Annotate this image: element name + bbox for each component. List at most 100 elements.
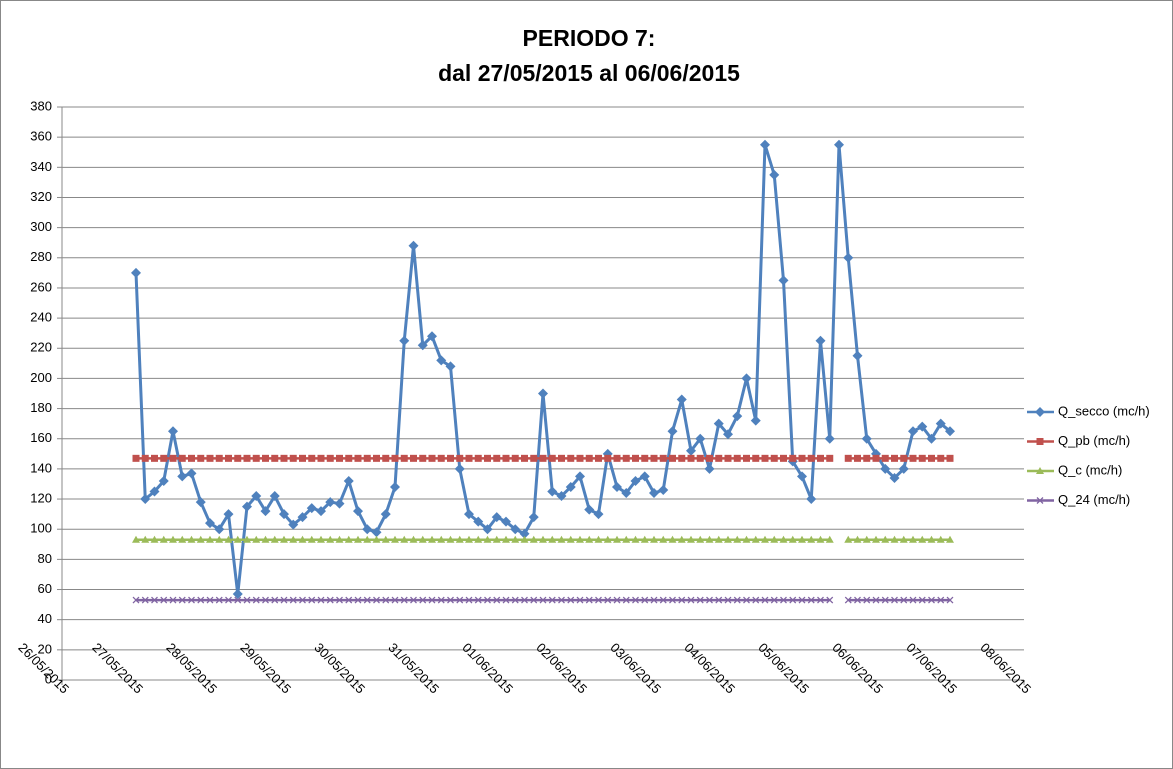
marker bbox=[584, 504, 595, 515]
marker bbox=[308, 596, 316, 604]
marker bbox=[946, 454, 954, 462]
marker bbox=[900, 596, 908, 604]
y-tick-label: 20 bbox=[38, 641, 52, 656]
marker bbox=[704, 463, 715, 474]
marker bbox=[307, 535, 316, 543]
marker bbox=[262, 454, 269, 462]
marker bbox=[373, 596, 380, 604]
marker bbox=[706, 454, 713, 462]
marker bbox=[741, 373, 752, 384]
marker bbox=[279, 509, 289, 520]
marker bbox=[824, 433, 835, 444]
marker bbox=[354, 535, 362, 543]
marker bbox=[428, 535, 436, 543]
marker bbox=[632, 454, 639, 462]
marker bbox=[1036, 467, 1044, 474]
marker bbox=[214, 524, 225, 535]
marker bbox=[270, 535, 279, 543]
marker bbox=[807, 535, 816, 543]
marker bbox=[733, 535, 742, 543]
marker bbox=[196, 535, 205, 543]
marker bbox=[493, 454, 501, 462]
marker bbox=[354, 596, 362, 604]
marker bbox=[760, 139, 770, 150]
marker bbox=[491, 512, 502, 523]
marker bbox=[891, 454, 898, 462]
marker bbox=[715, 596, 723, 604]
marker bbox=[465, 596, 473, 604]
marker bbox=[641, 596, 649, 604]
marker bbox=[132, 454, 140, 462]
marker bbox=[344, 535, 353, 543]
marker bbox=[289, 596, 297, 604]
marker bbox=[251, 491, 262, 502]
marker bbox=[898, 463, 909, 474]
marker bbox=[935, 418, 946, 429]
marker bbox=[556, 491, 567, 502]
marker bbox=[262, 596, 269, 604]
marker bbox=[326, 596, 334, 604]
marker bbox=[519, 528, 530, 539]
marker bbox=[140, 494, 151, 505]
marker bbox=[585, 596, 593, 604]
y-tick-label: 140 bbox=[30, 460, 52, 475]
marker bbox=[918, 535, 927, 543]
marker bbox=[243, 454, 251, 462]
marker bbox=[732, 411, 743, 422]
marker bbox=[289, 535, 298, 543]
marker bbox=[372, 535, 381, 543]
marker bbox=[686, 445, 696, 456]
y-tick-label: 240 bbox=[30, 310, 52, 325]
marker bbox=[271, 596, 279, 604]
marker bbox=[659, 535, 668, 543]
marker bbox=[937, 454, 945, 462]
y-tick-label: 300 bbox=[30, 219, 52, 234]
marker bbox=[382, 596, 390, 604]
marker bbox=[511, 454, 519, 462]
marker bbox=[501, 516, 511, 527]
marker bbox=[576, 454, 584, 462]
marker bbox=[539, 596, 547, 604]
marker bbox=[454, 463, 465, 474]
marker bbox=[576, 535, 584, 543]
marker bbox=[474, 596, 482, 604]
marker bbox=[557, 535, 566, 543]
marker bbox=[197, 596, 205, 604]
marker bbox=[390, 481, 400, 492]
y-tick-label: 40 bbox=[38, 611, 52, 626]
marker bbox=[752, 454, 760, 462]
y-tick-label: 200 bbox=[30, 370, 52, 385]
marker bbox=[548, 596, 556, 604]
marker bbox=[336, 596, 343, 604]
marker bbox=[493, 596, 501, 604]
marker bbox=[750, 415, 761, 426]
marker bbox=[215, 535, 224, 543]
marker bbox=[234, 454, 242, 462]
marker bbox=[271, 454, 279, 462]
marker bbox=[317, 596, 325, 604]
legend-label: Q_c (mc/h) bbox=[1058, 462, 1122, 477]
marker bbox=[178, 535, 187, 543]
y-tick-label: 0 bbox=[45, 671, 52, 686]
marker bbox=[363, 535, 372, 543]
marker bbox=[410, 454, 417, 462]
marker bbox=[484, 596, 491, 604]
marker bbox=[354, 454, 362, 462]
marker bbox=[343, 475, 354, 486]
marker bbox=[862, 535, 871, 543]
marker bbox=[936, 535, 945, 543]
marker bbox=[511, 596, 519, 604]
marker bbox=[391, 535, 399, 543]
marker bbox=[400, 535, 409, 543]
marker bbox=[687, 454, 695, 462]
marker bbox=[473, 516, 484, 527]
marker bbox=[889, 472, 900, 483]
marker bbox=[687, 596, 695, 604]
marker bbox=[160, 596, 168, 604]
marker bbox=[825, 535, 834, 543]
marker bbox=[483, 535, 492, 543]
y-tick-label: 60 bbox=[38, 581, 52, 596]
marker bbox=[206, 535, 214, 543]
marker bbox=[844, 454, 852, 462]
